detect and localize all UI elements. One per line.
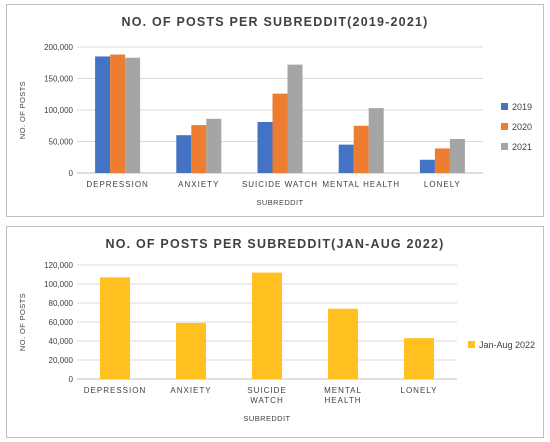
bar-2019: [338, 144, 354, 173]
legend-label: Jan-Aug 2022: [479, 340, 535, 350]
legend-swatch: [501, 103, 508, 110]
bar-2019: [257, 121, 273, 173]
bar-2020: [434, 148, 450, 173]
x-category-label: SUICIDE: [247, 386, 286, 395]
y-tick-label: 20,000: [49, 356, 74, 365]
x-category-label: DEPRESSION: [84, 386, 146, 395]
y-tick-label: 80,000: [49, 299, 74, 308]
legend-swatch: [468, 341, 475, 348]
y-tick-label: 50,000: [49, 138, 74, 147]
legend-label: 2019: [512, 102, 532, 112]
bar-chart-2019-2021: 0 50,000 100,000 150,000 200,000 DEPRESSION AN…: [18, 43, 532, 207]
y-tick-label: 60,000: [49, 318, 74, 327]
x-category-label: HEALTH: [325, 396, 362, 405]
x-category-label: ANXIETY: [170, 386, 211, 395]
bar-2021: [449, 138, 465, 173]
y-tick-label: 40,000: [49, 337, 74, 346]
bar-jan-aug-2022: [328, 308, 358, 379]
bar-2019: [176, 135, 192, 173]
chart-panel-2022: NO. OF POSTS PER SUBREDDIT(JAN-AUG 2022)…: [6, 226, 544, 438]
y-axis-title: NO. OF POSTS: [18, 293, 27, 351]
chart-title: NO. OF POSTS PER SUBREDDIT(2019-2021): [121, 15, 429, 29]
y-tick-label: 0: [69, 169, 74, 178]
bar-jan-aug-2022: [176, 322, 206, 379]
bar-jan-aug-2022: [252, 272, 282, 379]
bar-2021: [125, 57, 141, 173]
chart-title: NO. OF POSTS PER SUBREDDIT(JAN-AUG 2022): [105, 237, 445, 251]
x-category-label: SUICIDE WATCH: [242, 180, 318, 189]
legend-label: 2020: [512, 122, 532, 132]
y-tick-label: 150,000: [44, 75, 73, 84]
bar-2019: [95, 56, 111, 174]
legend-swatch: [501, 123, 508, 130]
bar-2021: [287, 64, 303, 173]
legend-label: 2021: [512, 142, 532, 152]
bar-2021: [368, 108, 384, 173]
x-category-label: MENTAL HEALTH: [322, 180, 400, 189]
bar-jan-aug-2022: [100, 277, 130, 379]
x-category-label: MENTAL: [324, 386, 362, 395]
bar-2020: [191, 125, 207, 173]
y-tick-label: 0: [69, 375, 74, 384]
chart-panel-2019-2021: NO. OF POSTS PER SUBREDDIT(2019-2021) 0 5…: [6, 4, 544, 217]
x-category-label: DEPRESSION: [86, 180, 148, 189]
x-axis-title: SUBREDDIT: [257, 198, 304, 207]
y-tick-label: 200,000: [44, 43, 73, 52]
x-category-label: LONELY: [401, 386, 438, 395]
x-category-label: WATCH: [250, 396, 283, 405]
y-tick-label: 100,000: [44, 106, 73, 115]
bar-chart-jan-aug-2022: 0 20,000 40,000 60,000 80,000 100,000 120,000 D…: [18, 261, 535, 423]
x-category-label: LONELY: [424, 180, 461, 189]
x-axis-title: SUBREDDIT: [244, 414, 291, 423]
x-category-label: ANXIETY: [178, 180, 219, 189]
legend-swatch: [501, 143, 508, 150]
y-axis-title: NO. OF POSTS: [18, 81, 27, 139]
bar-2020: [110, 54, 126, 174]
y-tick-label: 100,000: [44, 280, 73, 289]
bar-2021: [206, 118, 222, 173]
bar-2019: [419, 159, 435, 173]
bar-2020: [272, 93, 288, 173]
y-tick-label: 120,000: [44, 261, 73, 270]
bar-jan-aug-2022: [404, 338, 434, 379]
bar-2020: [353, 125, 369, 173]
